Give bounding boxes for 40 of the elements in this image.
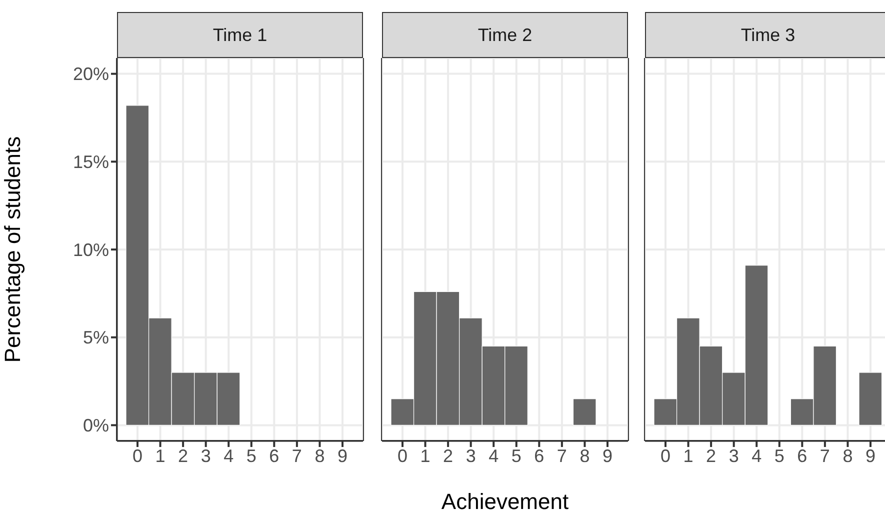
chart-title: Time 1 bbox=[212, 24, 268, 46]
x-tick-label: 7 bbox=[292, 446, 302, 466]
x-tick-label: 6 bbox=[534, 446, 544, 466]
x-tick-label: 4 bbox=[224, 446, 234, 466]
x-axis-title: Achievement bbox=[441, 489, 569, 510]
x-tick-label: 2 bbox=[443, 446, 454, 466]
y-tick-label: 10% bbox=[72, 240, 109, 260]
y-tick-label: 5% bbox=[82, 328, 109, 348]
x-tick-label: 8 bbox=[580, 446, 590, 466]
x-tick-label: 6 bbox=[797, 446, 808, 466]
chart-title: Time 3 bbox=[740, 24, 796, 46]
x-tick-label: 1 bbox=[155, 446, 166, 466]
x-tick-label: 3 bbox=[728, 446, 739, 466]
x-tick-label: 3 bbox=[200, 446, 211, 466]
x-tick-label: 9 bbox=[865, 446, 876, 466]
x-tick-label: 6 bbox=[269, 446, 280, 466]
x-tick-label: 0 bbox=[132, 446, 143, 466]
x-tick-label: 1 bbox=[420, 446, 430, 466]
x-tick-label: 9 bbox=[602, 446, 613, 466]
x-tick-label: 7 bbox=[820, 446, 830, 466]
chart-title: Time 2 bbox=[478, 24, 532, 46]
x-tick-label: 4 bbox=[752, 446, 762, 466]
y-tick-label: 15% bbox=[72, 152, 109, 172]
x-tick-label: 2 bbox=[706, 446, 716, 466]
y-tick-label: 0% bbox=[82, 416, 109, 436]
x-tick-label: 8 bbox=[314, 446, 325, 466]
x-tick-label: 5 bbox=[511, 446, 522, 466]
x-tick-label: 5 bbox=[246, 446, 256, 466]
x-tick-label: 2 bbox=[178, 446, 188, 466]
x-tick-label: 0 bbox=[397, 446, 408, 466]
x-tick-label: 0 bbox=[660, 446, 671, 466]
y-tick-label: 20% bbox=[72, 64, 109, 84]
x-tick-label: 1 bbox=[683, 446, 694, 466]
x-tick-label: 8 bbox=[842, 446, 853, 466]
x-tick-label: 7 bbox=[556, 446, 567, 466]
y-axis-title: Percentage of students bbox=[0, 136, 25, 363]
x-tick-label: 5 bbox=[774, 446, 784, 466]
x-tick-label: 9 bbox=[337, 446, 348, 466]
x-tick-label: 4 bbox=[488, 446, 499, 466]
x-tick-label: 3 bbox=[466, 446, 476, 466]
